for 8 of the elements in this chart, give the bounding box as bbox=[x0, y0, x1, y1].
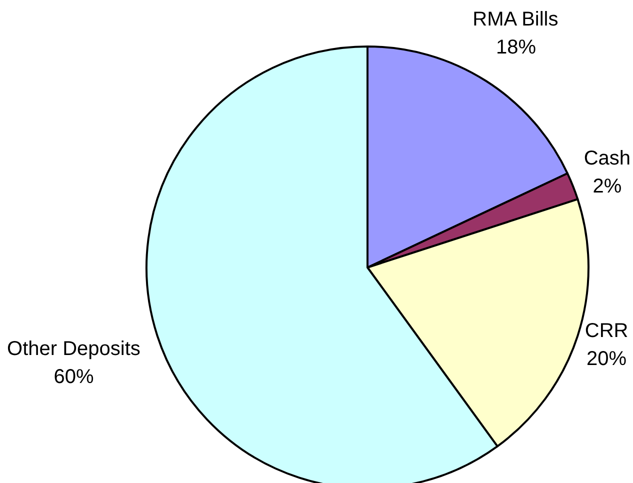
slice-label: RMA Bills bbox=[472, 8, 558, 30]
data-label: 20% bbox=[586, 348, 627, 370]
data-label: 2% bbox=[592, 176, 622, 198]
slice-label: Other Deposits bbox=[7, 338, 140, 360]
data-label: 60% bbox=[54, 366, 94, 388]
slice-label: Cash bbox=[584, 148, 631, 170]
slice-label: CRR bbox=[584, 320, 628, 342]
data-label: 18% bbox=[496, 36, 536, 58]
